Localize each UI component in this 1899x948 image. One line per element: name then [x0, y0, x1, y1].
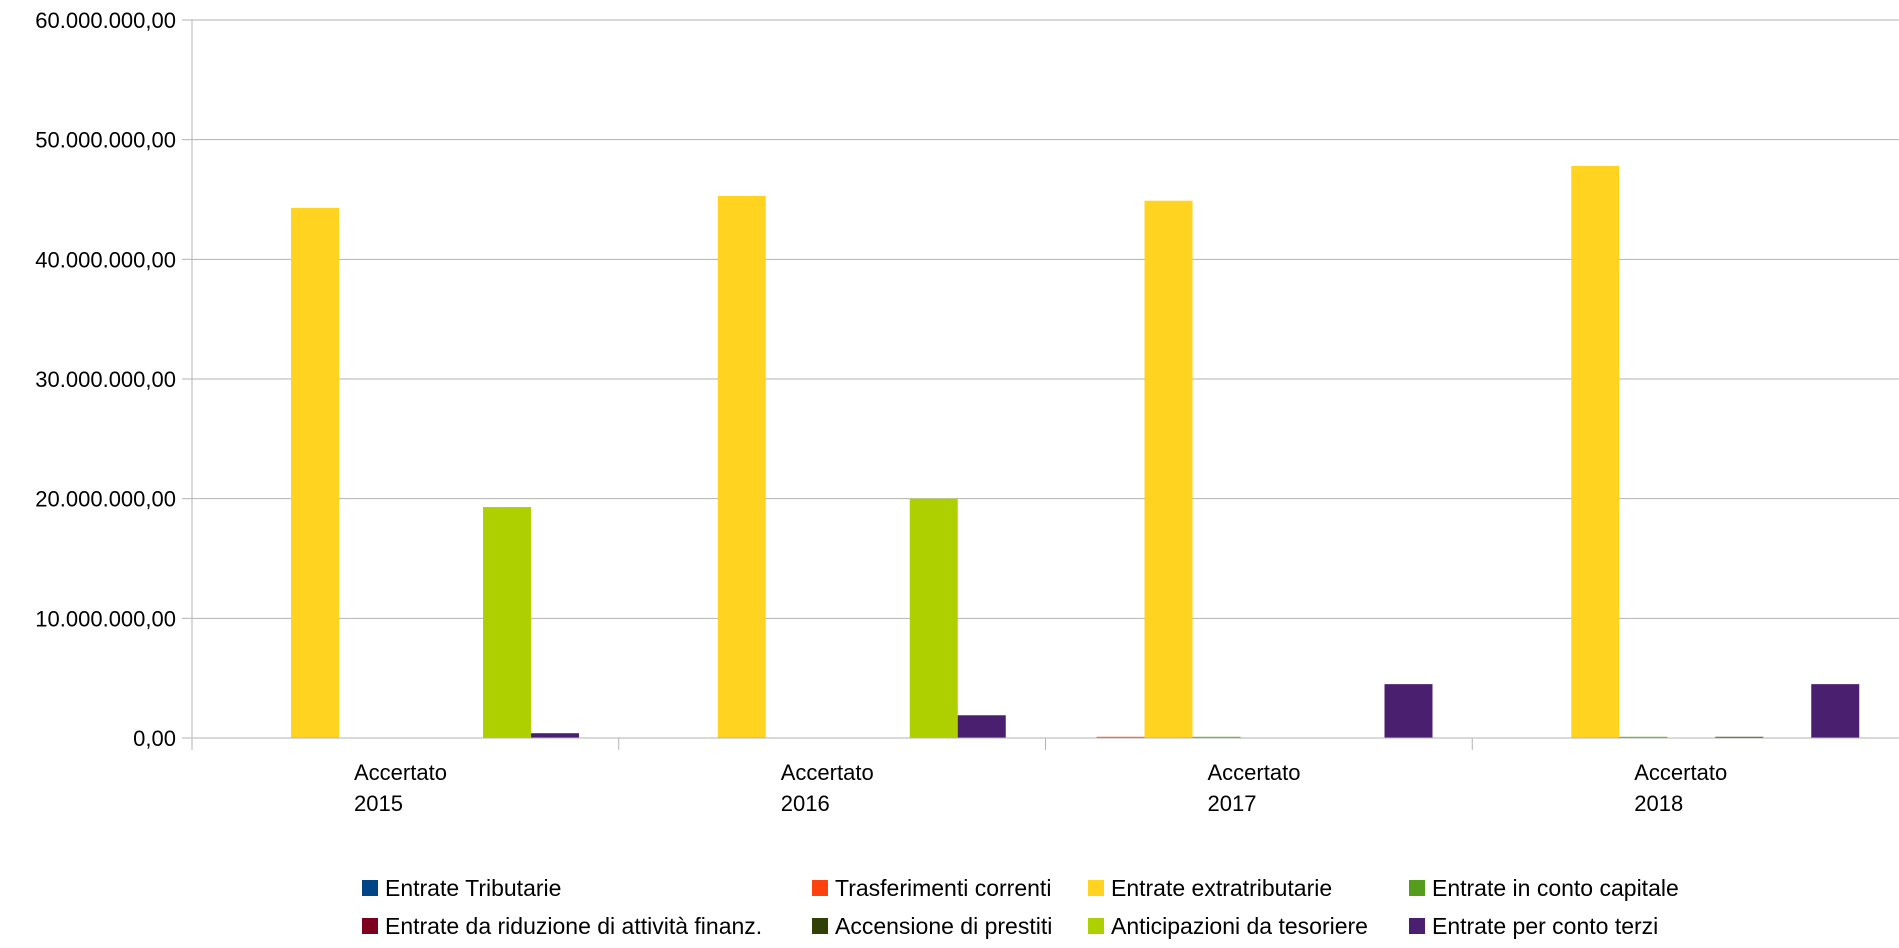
- category-label: Accertato: [354, 760, 447, 785]
- category-label: 2017: [1208, 791, 1257, 816]
- y-tick-label: 40.000.000,00: [35, 247, 176, 272]
- bar-6-4: [1715, 736, 1764, 738]
- category-label: 2018: [1634, 791, 1683, 816]
- bars: [291, 165, 1860, 739]
- bar-3-2: [717, 195, 766, 738]
- legend: Entrate Tributarie Trasferimenti correnti…: [362, 875, 1679, 939]
- bar-4-3: [1192, 736, 1241, 738]
- x-axis-category-labels: Accertato 2015 Accertato 2016 Accertato 2017 A…: [354, 760, 1727, 816]
- bar-8-3: [1384, 684, 1433, 738]
- category-label: Accertato: [781, 760, 874, 785]
- bar-7-1: [483, 507, 531, 738]
- legend-swatch: [362, 918, 378, 934]
- legend-swatch: [1409, 880, 1425, 896]
- legend-label: Entrate per conto terzi: [1432, 913, 1658, 939]
- legend-swatch: [1409, 918, 1425, 934]
- y-tick-label: 30.000.000,00: [35, 367, 176, 392]
- category-label: 2016: [781, 791, 830, 816]
- legend-label: Accensione di prestiti: [835, 913, 1052, 939]
- y-tick-label: 50.000.000,00: [35, 128, 176, 153]
- y-tick-label: 60.000.000,00: [35, 8, 176, 33]
- bar-3-1: [291, 207, 339, 739]
- y-axis-tick-labels: 0,00 10.000.000,00 20.000.000,00 30.000.000…: [35, 8, 176, 751]
- axes: [182, 19, 1899, 750]
- category-label: Accertato: [1208, 760, 1301, 785]
- y-tick-label: 0,00: [133, 726, 176, 751]
- y-tick-label: 10.000.000,00: [35, 606, 176, 631]
- bar-7-2: [909, 498, 958, 738]
- legend-swatch: [362, 880, 378, 896]
- category-label: 2015: [354, 791, 403, 816]
- legend-label: Entrate da riduzione di attività finanz.: [385, 913, 762, 939]
- legend-label: Entrate Tributarie: [385, 875, 561, 901]
- legend-swatch: [812, 880, 828, 896]
- legend-swatch: [812, 918, 828, 934]
- category-label: Accertato: [1634, 760, 1727, 785]
- legend-swatch: [1088, 918, 1104, 934]
- y-tick-label: 20.000.000,00: [35, 487, 176, 512]
- legend-label: Entrate in conto capitale: [1432, 875, 1679, 901]
- bar-3-3: [1144, 200, 1193, 739]
- grid-lines: [192, 19, 1899, 739]
- bar-3-4: [1571, 165, 1620, 738]
- legend-label: Anticipazioni da tesoriere: [1111, 913, 1368, 939]
- bar-8-2: [957, 715, 1006, 738]
- bar-8-1: [531, 733, 579, 738]
- legend-swatch: [1088, 880, 1104, 896]
- bar-8-4: [1811, 684, 1860, 738]
- bar-4-4: [1619, 736, 1668, 738]
- legend-label: Trasferimenti correnti: [835, 875, 1051, 901]
- bar-2-3: [1096, 736, 1145, 738]
- legend-label: Entrate extratributarie: [1111, 875, 1332, 901]
